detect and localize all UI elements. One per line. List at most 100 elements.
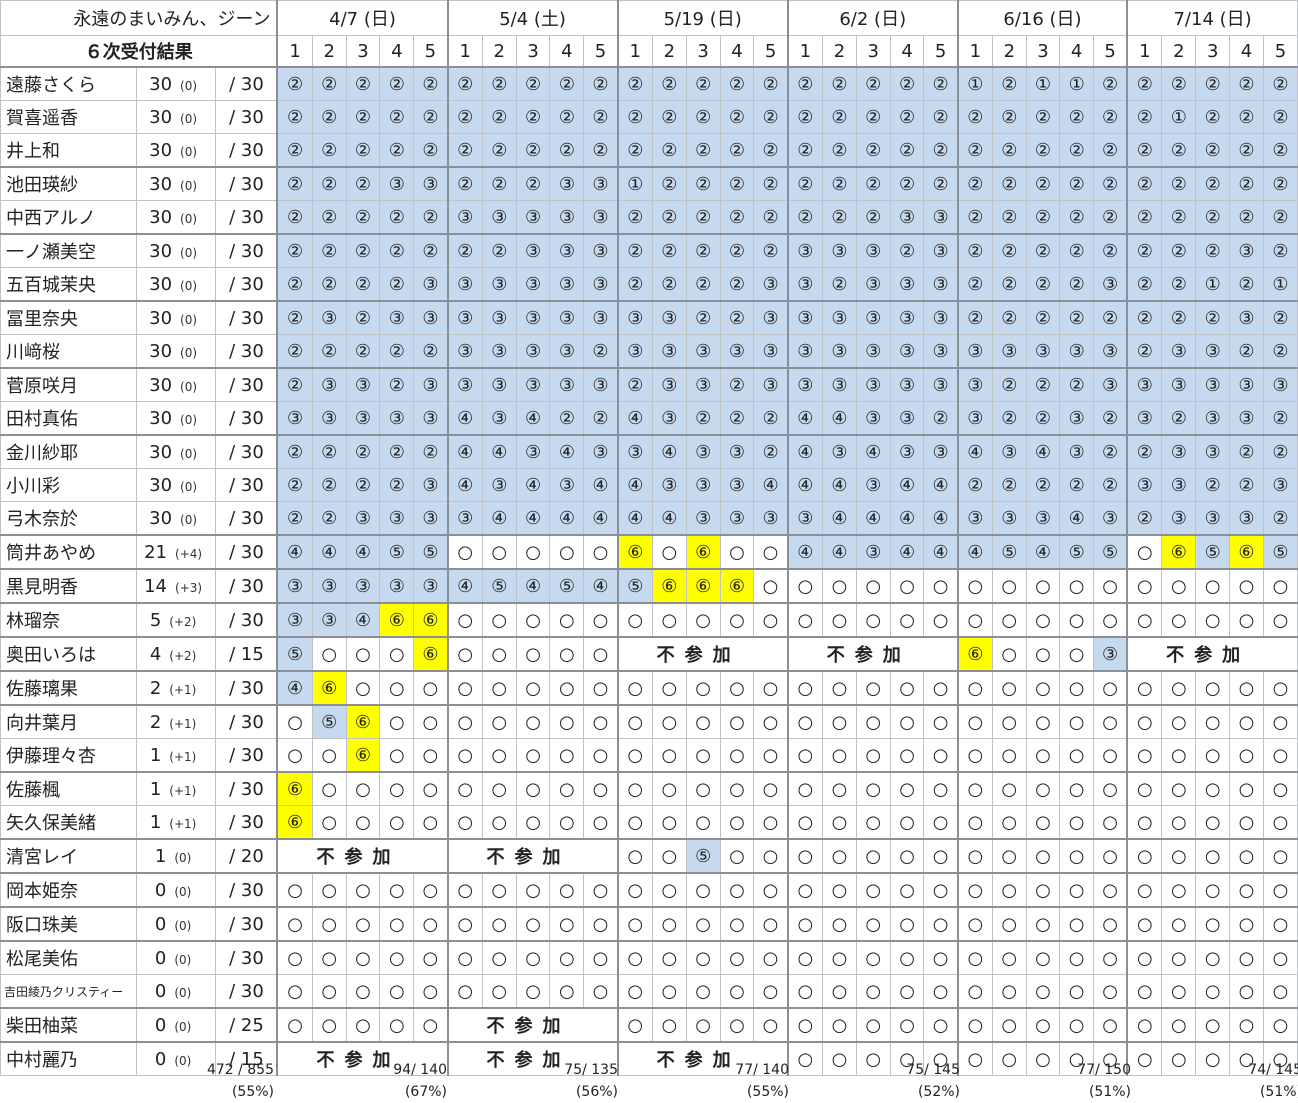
- result-cell: ⑥: [616, 534, 653, 570]
- result-cell: ○: [1262, 838, 1298, 874]
- won-delta: (+1): [169, 783, 197, 798]
- won-count: 30 (0): [135, 100, 217, 134]
- result-cell: ○: [991, 1007, 1027, 1043]
- result-cell: ○: [923, 738, 959, 773]
- result-cell: ○: [956, 974, 993, 1009]
- result-cell: ③: [481, 200, 517, 235]
- slot-number: 5: [1092, 35, 1128, 68]
- result-cell: ○: [685, 670, 721, 706]
- result-cell: ○: [1262, 805, 1298, 840]
- result-cell: ②: [991, 468, 1027, 502]
- result-cell: ③: [616, 300, 653, 335]
- slot-number: 3: [515, 35, 551, 68]
- won-delta: (0): [174, 884, 192, 899]
- result-cell: ○: [616, 906, 653, 942]
- result-cell: ③: [923, 367, 959, 402]
- result-cell: ○: [1126, 602, 1163, 638]
- result-cell: ○: [855, 1041, 891, 1076]
- won-count: 30 (0): [135, 267, 217, 302]
- result-cell: ②: [651, 133, 687, 168]
- result-cell: ②: [786, 166, 824, 201]
- result-cell: ②: [515, 100, 551, 134]
- result-cell: ③: [583, 200, 619, 235]
- slot-number: 1: [446, 35, 483, 68]
- result-cell: ○: [413, 805, 449, 840]
- result-cell: ○: [956, 602, 993, 638]
- result-cell: ②: [822, 66, 857, 101]
- result-cell: ⑤: [1195, 534, 1231, 570]
- result-cell: ○: [379, 670, 415, 706]
- result-cell: ○: [1092, 805, 1128, 840]
- won-delta: (0): [180, 446, 198, 461]
- won-delta: (0): [180, 412, 198, 427]
- won-delta: (0): [180, 78, 198, 93]
- member-name: 佐藤楓: [0, 771, 137, 806]
- result-cell: ③: [616, 434, 653, 469]
- result-cell: ○: [345, 974, 381, 1009]
- result-cell: ○: [1262, 906, 1298, 942]
- result-cell: ○: [1126, 704, 1163, 739]
- result-cell: ②: [616, 100, 653, 134]
- result-cell: ⑤: [276, 636, 313, 672]
- result-cell: ②: [889, 133, 925, 168]
- result-cell: ①: [1025, 66, 1061, 101]
- result-cell: ○: [651, 906, 687, 942]
- result-cell: ○: [685, 1007, 721, 1043]
- footer-date-ratio: 75/ 145: [906, 1062, 960, 1078]
- result-cell: ③: [1126, 367, 1163, 402]
- member-name: 一ノ瀬美空: [0, 233, 137, 268]
- result-cell: ③: [822, 334, 857, 369]
- result-cell: ③: [1126, 468, 1163, 502]
- result-cell: ②: [1059, 166, 1094, 201]
- result-cell: ④: [583, 468, 619, 502]
- result-cell: ②: [583, 66, 619, 101]
- absent-char: 不: [656, 1050, 685, 1071]
- result-cell: ②: [1161, 166, 1197, 201]
- result-cell: ○: [651, 1007, 687, 1043]
- result-cell: ○: [753, 805, 789, 840]
- result-cell: ○: [651, 704, 687, 739]
- result-cell: ○: [481, 805, 517, 840]
- result-cell: ○: [685, 805, 721, 840]
- result-cell: ○: [923, 906, 959, 942]
- result-cell: ○: [685, 704, 721, 739]
- result-cell: ○: [311, 974, 347, 1009]
- won-delta: (+1): [169, 749, 197, 764]
- result-cell: ○: [855, 906, 891, 942]
- slot-number: 2: [822, 35, 857, 68]
- result-cell: ○: [753, 872, 789, 908]
- result-cell: ○: [446, 940, 483, 975]
- member-row: 菅原咲月 30 (0)/ 30 ② ③ ③ ② ③ ③ ③ ③ ③ ③ ② ③ ③ ② ③ ③ ③ ③ ③ ③ ③ ② ② ② ③ ③ ③…: [0, 367, 1298, 402]
- result-cell: ②: [379, 133, 415, 168]
- result-cell: ○: [991, 838, 1027, 874]
- member-row: 黒見明香 14 (+3)/ 30 ③ ③ ③ ③ ③ ④ ⑤ ④ ⑤ ④ ⑤ ⑥ ⑥ ⑥ ○ ○ ○ ○ ○ ○ ○ ○ ○ ○ ○ ○…: [0, 568, 1298, 604]
- result-cell: ○: [719, 670, 755, 706]
- result-cell: ○: [583, 872, 619, 908]
- result-cell: ②: [379, 200, 415, 235]
- result-cell: ③: [379, 401, 415, 436]
- result-cell: ②: [276, 267, 313, 302]
- result-cell: ○: [786, 704, 824, 739]
- applied-total: / 30: [215, 771, 278, 806]
- result-cell: ○: [379, 704, 415, 739]
- result-cell: ○: [753, 771, 789, 806]
- member-row: 阪口珠美 0 (0)/ 30 ○ ○ ○ ○ ○ ○ ○ ○ ○ ○ ○ ○ ○ ○ ○ ○ ○ ○ ○ ○ ○ ○ ○ ○ ○ ○ ○ ○…: [0, 906, 1298, 942]
- result-cell: ②: [276, 100, 313, 134]
- result-cell: ③: [481, 367, 517, 402]
- result-cell: ○: [1126, 838, 1163, 874]
- result-cell: ○: [1262, 568, 1298, 604]
- result-cell: ①: [1059, 66, 1094, 101]
- result-cell: ○: [345, 940, 381, 975]
- won-count: 1 (+1): [135, 771, 217, 806]
- result-cell: ○: [1161, 568, 1197, 604]
- won-number: 30: [149, 139, 173, 161]
- won-count: 5 (+2): [135, 602, 217, 638]
- result-cell: ○: [855, 670, 891, 706]
- result-cell: ③: [651, 367, 687, 402]
- result-cell: ○: [753, 738, 789, 773]
- result-cell: ○: [685, 771, 721, 806]
- result-cell: ○: [1161, 974, 1197, 1009]
- result-cell: ○: [956, 670, 993, 706]
- absent-label: 不参加: [1126, 636, 1298, 672]
- result-cell: ○: [311, 872, 347, 908]
